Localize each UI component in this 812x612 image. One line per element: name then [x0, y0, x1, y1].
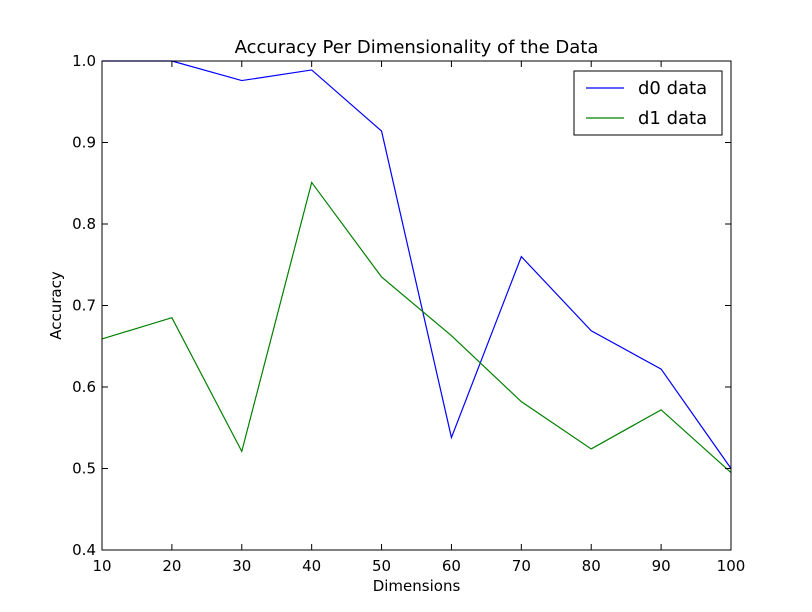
x-tick-label: 40 [302, 557, 321, 575]
series-line-1 [101, 181, 732, 474]
x-tick-label: 10 [92, 557, 111, 575]
y-tick-label: 0.7 [72, 297, 96, 315]
chart-title: Accuracy Per Dimensionality of the Data [235, 37, 599, 58]
series-layer [101, 60, 732, 474]
legend-box [573, 70, 723, 136]
x-tick-label: 20 [162, 557, 181, 575]
ticks-layer: 10 20 30 40 50 60 70 80 90 100 0.4 0.5 0.6 0.7 0.8 0.9 1… [72, 52, 745, 575]
x-tick-label: 70 [512, 557, 531, 575]
legend-label-1: d1 data [638, 108, 707, 129]
y-tick-label: 0.9 [72, 134, 96, 152]
series-line-0 [102, 60, 732, 469]
x-axis-label: Dimensions [373, 577, 461, 595]
legend: d0 data d1 data [573, 70, 723, 136]
x-tick-label: 60 [442, 557, 461, 575]
y-tick-label: 1.0 [72, 52, 96, 70]
y-tick-label: 0.8 [72, 215, 96, 233]
x-tick-label: 30 [232, 557, 251, 575]
y-axis-label: Accuracy [47, 271, 65, 340]
legend-entries: d0 data d1 data [586, 78, 707, 129]
x-tick-label: 100 [717, 557, 746, 575]
y-tick-label: 0.6 [72, 378, 96, 396]
x-tick-label: 80 [582, 557, 601, 575]
legend-label-0: d0 data [638, 78, 707, 99]
y-tick-label: 0.5 [72, 460, 96, 478]
plot-area [102, 61, 731, 550]
x-tick-label: 50 [372, 557, 391, 575]
y-tick-label: 0.4 [72, 541, 96, 559]
x-tick-label: 90 [652, 557, 671, 575]
